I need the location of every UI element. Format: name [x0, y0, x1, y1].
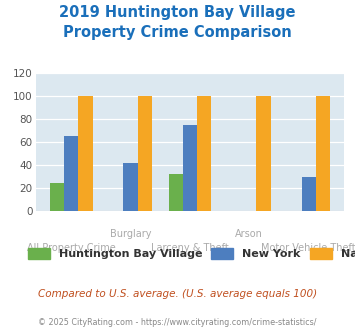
Bar: [302, 177, 316, 211]
Text: Arson: Arson: [235, 229, 263, 239]
Text: Burglary: Burglary: [110, 229, 151, 239]
Bar: [316, 96, 330, 211]
Bar: [124, 163, 138, 211]
Bar: [169, 174, 183, 211]
Bar: [78, 96, 93, 211]
Bar: [64, 136, 78, 211]
Text: All Property Crime: All Property Crime: [27, 243, 115, 252]
Legend: Huntington Bay Village, New York, National: Huntington Bay Village, New York, Nation…: [23, 244, 355, 263]
Text: 2019 Huntington Bay Village
Property Crime Comparison: 2019 Huntington Bay Village Property Cri…: [59, 5, 296, 40]
Text: Motor Vehicle Theft: Motor Vehicle Theft: [261, 243, 355, 252]
Bar: [50, 183, 64, 211]
Text: © 2025 CityRating.com - https://www.cityrating.com/crime-statistics/: © 2025 CityRating.com - https://www.city…: [38, 318, 317, 327]
Bar: [138, 96, 152, 211]
Text: Larceny & Theft: Larceny & Theft: [151, 243, 229, 252]
Bar: [256, 96, 271, 211]
Bar: [197, 96, 211, 211]
Text: Compared to U.S. average. (U.S. average equals 100): Compared to U.S. average. (U.S. average …: [38, 289, 317, 299]
Bar: [183, 124, 197, 211]
